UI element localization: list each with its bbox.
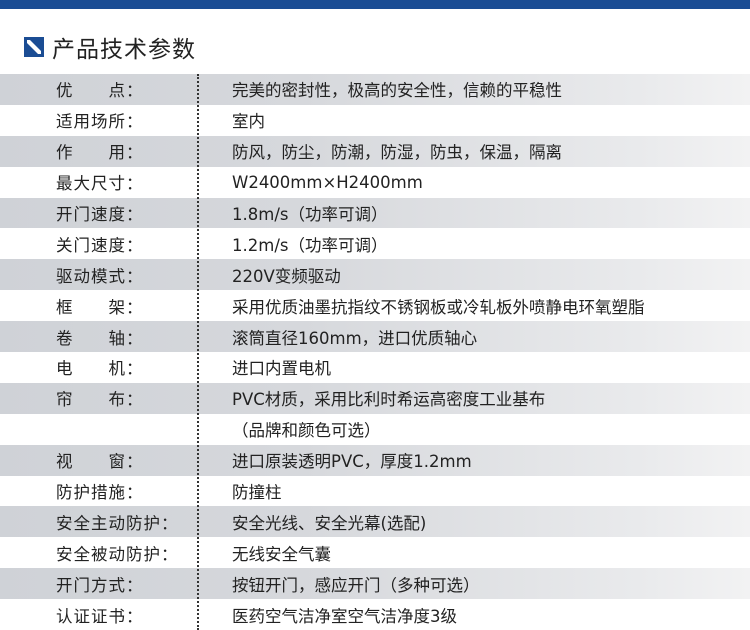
section-header: 产品技术参数 [24, 30, 196, 64]
spec-value: 进口内置电机 [232, 359, 331, 379]
spec-label: 关门速度： [56, 235, 144, 255]
blue-square-slash-icon [24, 37, 44, 57]
spec-label: 作 用： [56, 143, 144, 163]
spec-row: 安全被动防护： 无线安全气囊 [0, 537, 750, 568]
spec-label: 最大尺寸： [56, 174, 144, 194]
spec-value: PVC材质，采用比利时希运高密度工业基布 [232, 390, 546, 410]
spec-value: 防撞柱 [232, 483, 282, 503]
spec-value: （品牌和颜色可选） [232, 421, 381, 441]
spec-value: 按钮开门，感应开门（多种可选） [232, 575, 480, 595]
spec-label: 卷 轴： [56, 328, 144, 348]
spec-label: 认证证书： [56, 606, 144, 626]
spec-value: 1.2m/s（功率可调） [232, 235, 388, 255]
spec-label: 安全被动防护： [56, 544, 179, 564]
spec-row: 帘 布： PVC材质，采用比利时希运高密度工业基布 [0, 382, 750, 414]
spec-row: 认证证书： 医药空气洁净室空气洁净度3级 [0, 599, 750, 630]
spec-row: 最大尺寸： W2400mm×H2400mm [0, 167, 750, 198]
spec-value: 无线安全气囊 [232, 544, 331, 564]
spec-value: 滚筒直径160mm，进口优质轴心 [232, 328, 478, 348]
spec-label: 优 点： [56, 81, 144, 101]
spec-value: 室内 [232, 112, 265, 132]
spec-row: 开门方式： 按钮开门，感应开门（多种可选） [0, 568, 750, 600]
spec-label: 电 机： [56, 359, 144, 379]
spec-label: 开门方式： [56, 575, 144, 595]
spec-value: 安全光线、安全光幕(选配) [232, 513, 427, 533]
spec-row: 视 窗： 进口原装透明PVC，厚度1.2mm [0, 444, 750, 476]
spec-value: 1.8m/s（功率可调） [232, 205, 388, 224]
top-bar [0, 0, 750, 9]
spec-label: 帘 布： [56, 390, 144, 410]
spec-label: 适用场所： [56, 112, 144, 132]
spec-row: 防护措施： 防撞柱 [0, 476, 750, 507]
page-title: 产品技术参数 [52, 37, 196, 63]
spec-row: 卷 轴： 滚筒直径160mm，进口优质轴心 [0, 321, 750, 353]
spec-row: 电 机： 进口内置电机 [0, 352, 750, 383]
spec-row: 关门速度： 1.2m/s（功率可调） [0, 228, 750, 259]
spec-label: 开门速度： [56, 205, 144, 224]
spec-row: 安全主动防护： 安全光线、安全光幕(选配) [0, 506, 750, 538]
spec-value: 220V变频驱动 [232, 266, 341, 286]
spec-row: 适用场所： 室内 [0, 105, 750, 136]
spec-label: 安全主动防护： [56, 513, 179, 533]
spec-value: 完美的密封性，极高的安全性，信赖的平稳性 [232, 81, 562, 101]
spec-value: 医药空气洁净室空气洁净度3级 [232, 606, 457, 626]
spec-value: 防风，防尘，防潮，防湿，防虫，保温，隔离 [232, 143, 562, 163]
spec-label: 驱动模式： [56, 266, 144, 286]
spec-value: 进口原装透明PVC，厚度1.2mm [232, 452, 472, 472]
spec-label: 视 窗： [56, 452, 144, 472]
spec-label: 框 架： [56, 297, 144, 317]
spec-row: 开门速度： 1.8m/s（功率可调） [0, 197, 750, 229]
spec-row: （品牌和颜色可选） [0, 414, 750, 445]
spec-table: 优 点： 完美的密封性，极高的安全性，信赖的平稳性适用场所： 室内作 用： 防风，防尘… [0, 74, 750, 630]
spec-row: 优 点： 完美的密封性，极高的安全性，信赖的平稳性 [0, 74, 750, 105]
spec-value: W2400mm×H2400mm [232, 172, 423, 192]
spec-value: 采用优质油墨抗指纹不锈钢板或冷轧板外喷静电环氧塑脂 [232, 297, 645, 317]
spec-row: 作 用： 防风，防尘，防潮，防湿，防虫，保温，隔离 [0, 135, 750, 167]
spec-label: 防护措施： [56, 483, 144, 503]
spec-row: 框 架： 采用优质油墨抗指纹不锈钢板或冷轧板外喷静电环氧塑脂 [0, 290, 750, 321]
dotted-divider [197, 74, 199, 630]
spec-row: 驱动模式： 220V变频驱动 [0, 259, 750, 291]
